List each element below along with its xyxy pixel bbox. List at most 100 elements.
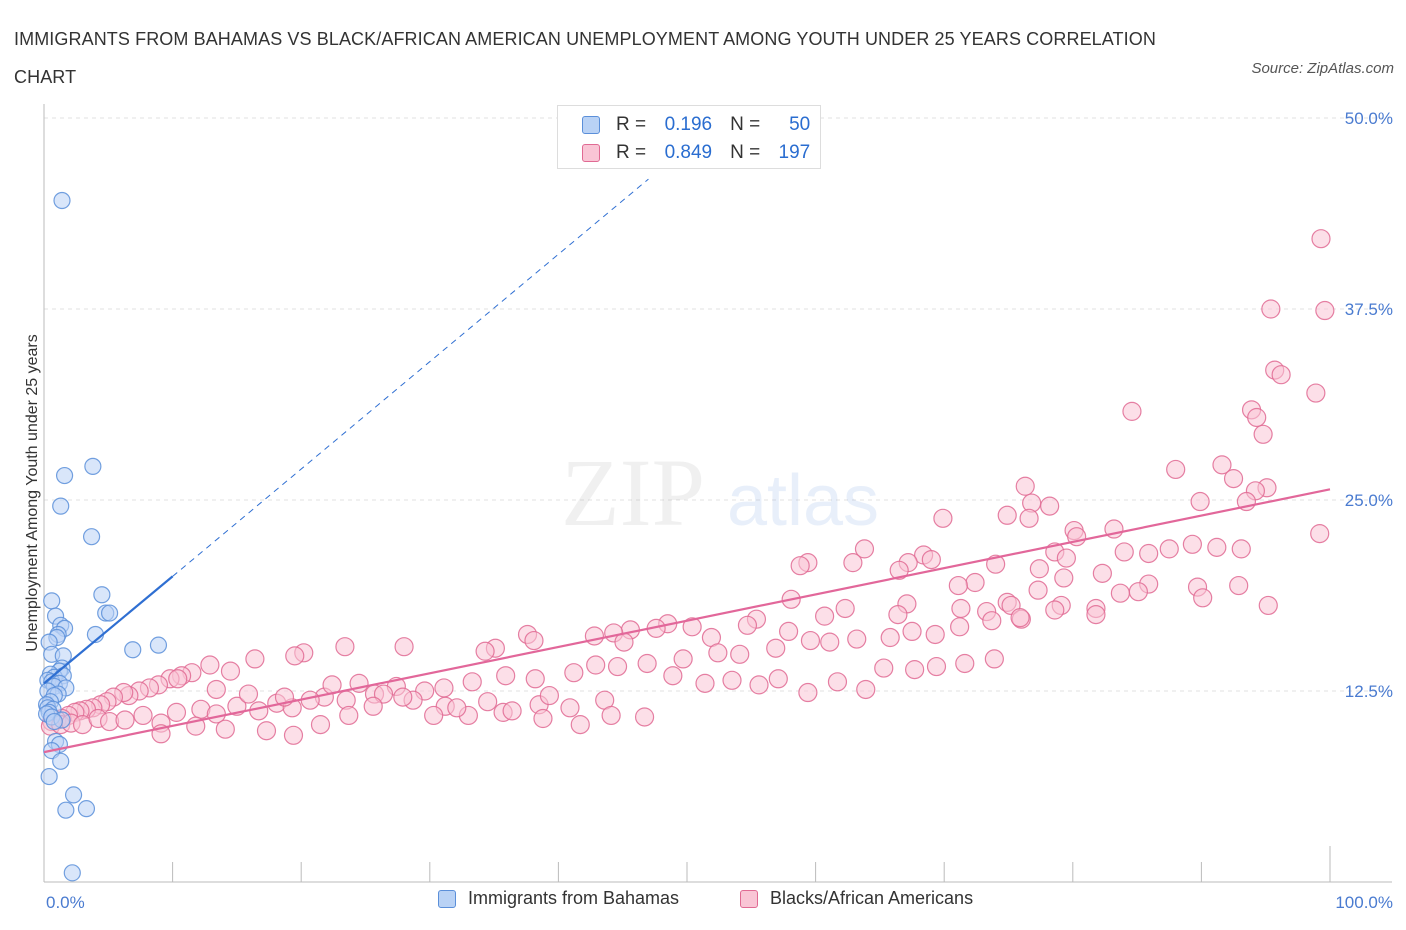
- point-blacks: [607, 656, 628, 677]
- point-blacks: [1315, 300, 1335, 321]
- point-blacks: [902, 621, 922, 642]
- point-blacks: [310, 715, 331, 735]
- point-blacks: [1010, 608, 1030, 628]
- x-tick-label-max: 100.0%: [1335, 893, 1393, 912]
- watermark-atlas: atlas: [727, 461, 879, 541]
- point-blacks: [300, 690, 320, 710]
- point-blacks: [948, 575, 968, 596]
- point-bahamas: [40, 767, 58, 786]
- point-blacks: [1231, 539, 1251, 559]
- series-blacks-african-americans: [40, 229, 1335, 745]
- point-blacks: [737, 615, 758, 635]
- point-blacks: [1271, 365, 1291, 385]
- point-blacks: [1086, 604, 1106, 625]
- source-label: Source: ZipAtlas.com: [1251, 60, 1394, 77]
- point-blacks: [1128, 582, 1148, 602]
- point-bahamas: [124, 641, 142, 659]
- point-blacks: [200, 655, 220, 675]
- point-blacks: [1207, 537, 1227, 557]
- point-blacks: [673, 649, 693, 669]
- point-blacks: [1193, 588, 1213, 608]
- bottom-legend-bahamas: Immigrants from Bahamas: [438, 888, 679, 909]
- point-blacks: [766, 638, 786, 658]
- point-blacks: [564, 663, 584, 683]
- point-blacks: [1253, 424, 1273, 444]
- point-blacks: [1114, 542, 1134, 562]
- bottom-legend-blacks: Blacks/African Americans: [740, 888, 973, 909]
- point-blacks: [560, 698, 580, 718]
- legend-swatch-blacks: [582, 144, 600, 162]
- point-blacks: [926, 656, 947, 677]
- point-blacks: [637, 653, 657, 674]
- bottom-legend-swatch-blacks: [740, 889, 758, 908]
- y-tick-label: 25.0%: [1345, 491, 1393, 510]
- point-blacks: [768, 669, 788, 689]
- correlation-legend: R = 0.196 N = 50 R = 0.849 N = 197: [557, 105, 821, 169]
- point-blacks: [1182, 534, 1202, 554]
- point-blacks: [1139, 543, 1159, 564]
- point-blacks: [1028, 580, 1048, 600]
- legend-n-value-blacks: 197: [778, 142, 811, 163]
- point-bahamas: [63, 864, 81, 882]
- legend-r-label: R =: [616, 142, 647, 163]
- watermark: ZIP atlas: [561, 439, 879, 546]
- point-blacks: [843, 553, 863, 573]
- point-blacks: [730, 644, 750, 664]
- point-blacks: [997, 505, 1017, 525]
- point-blacks: [1223, 469, 1244, 489]
- point-blacks: [663, 666, 683, 686]
- point-blacks: [570, 715, 590, 735]
- point-bahamas: [53, 191, 71, 210]
- point-blacks: [1015, 476, 1035, 496]
- trendline-bahamas-extension: [172, 178, 649, 577]
- legend-row-blacks: R = 0.849 N = 197: [582, 139, 810, 167]
- legend-n-label: N =: [730, 114, 761, 135]
- point-blacks: [584, 626, 605, 646]
- point-blacks: [475, 641, 495, 661]
- point-blacks: [790, 556, 810, 576]
- legend-row-bahamas: R = 0.196 N = 50: [582, 111, 810, 139]
- point-blacks: [168, 669, 188, 689]
- point-blacks: [166, 702, 187, 722]
- point-blacks: [749, 675, 769, 695]
- point-blacks: [1166, 459, 1186, 480]
- point-blacks: [424, 705, 444, 726]
- point-blacks: [682, 617, 702, 637]
- point-bahamas: [55, 466, 74, 485]
- point-blacks: [1056, 548, 1076, 568]
- point-blacks: [722, 670, 742, 690]
- bottom-legend-label-bahamas: Immigrants from Bahamas: [468, 888, 680, 908]
- point-bahamas: [84, 457, 102, 475]
- point-blacks: [393, 687, 413, 707]
- point-blacks: [373, 684, 394, 704]
- legend-r-value-blacks: 0.849: [664, 142, 713, 163]
- point-blacks: [820, 632, 840, 652]
- point-bahamas: [82, 528, 101, 546]
- point-blacks: [1306, 383, 1326, 403]
- point-blacks: [1019, 508, 1039, 528]
- point-blacks: [394, 637, 414, 657]
- point-blacks: [434, 678, 454, 698]
- y-tick-label: 37.5%: [1345, 300, 1393, 319]
- point-bahamas: [149, 636, 168, 654]
- point-blacks: [880, 627, 900, 648]
- point-bahamas: [52, 497, 70, 515]
- legend-r-value-bahamas: 0.196: [664, 114, 713, 135]
- point-blacks: [601, 705, 621, 726]
- point-blacks: [1159, 539, 1179, 559]
- point-blacks: [133, 705, 153, 726]
- point-blacks: [905, 660, 925, 680]
- point-blacks: [982, 611, 1002, 631]
- point-blacks: [220, 661, 241, 681]
- legend-n-label: N =: [730, 142, 761, 163]
- point-blacks: [708, 643, 728, 663]
- point-blacks: [1092, 563, 1112, 583]
- point-blacks: [1311, 229, 1331, 249]
- legend-r-label: R =: [616, 114, 647, 135]
- point-blacks: [695, 673, 715, 693]
- point-blacks: [363, 696, 383, 716]
- point-blacks: [283, 725, 304, 745]
- point-blacks: [888, 604, 908, 625]
- point-blacks: [1247, 407, 1267, 428]
